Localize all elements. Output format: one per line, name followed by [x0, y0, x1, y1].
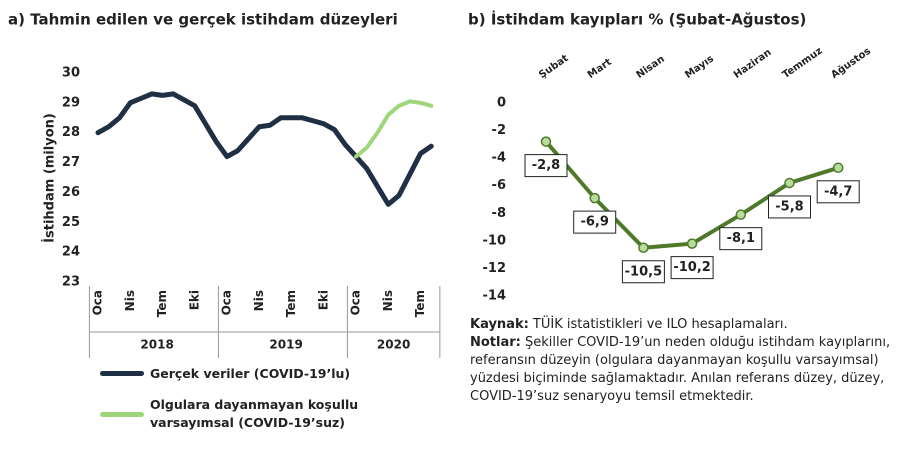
data-label: -8,1: [727, 231, 755, 246]
data-label: -10,5: [625, 264, 662, 279]
x-tick-label: Nis: [381, 290, 395, 311]
x-tick-label: Mart: [586, 57, 614, 81]
x-tick-label: Tem: [413, 290, 427, 317]
legend-swatch: [100, 371, 144, 376]
y-tick-label: 29: [62, 95, 80, 110]
source-label: Kaynak:: [470, 317, 529, 332]
x-tick-label: Oca: [220, 290, 234, 315]
label-box: [621, 260, 665, 284]
x-tick-label: Oca: [349, 290, 363, 315]
x-tick-label: Nis: [123, 290, 137, 311]
data-label: -4,7: [824, 184, 852, 199]
legend-label: Olgulara dayanmayan koşullu varsayımsal …: [150, 397, 359, 430]
notes-text: Şekiller COVID-19’un neden olduğu istihd…: [470, 335, 891, 404]
x-tick-label: Temmuz: [781, 45, 825, 81]
series-line: [95, 91, 434, 207]
data-label: -5,8: [775, 199, 803, 214]
source-text: TÜİK istatistikleri ve ILO hesaplamaları…: [528, 317, 788, 332]
y-tick-label: 30: [62, 66, 80, 81]
point: [832, 162, 844, 174]
point: [589, 192, 600, 204]
data-label: -2,8: [532, 158, 560, 173]
series-line: [354, 99, 434, 159]
y-tick-label: 25: [62, 215, 80, 230]
chart-title: b) İstihdam kayıpları % (Şubat-Ağustos): [468, 10, 806, 29]
label-box: [768, 195, 811, 219]
notes: Kaynak: TÜİK istatistikleri ve ILO hesap…: [470, 316, 900, 406]
x-tick-label: Tem: [155, 290, 169, 317]
year-label: 2018: [140, 338, 173, 352]
legend-item: Gerçek veriler (COVID-19’lu): [100, 366, 350, 381]
label-box: [573, 210, 617, 234]
legend-label: Gerçek veriler (COVID-19’lu): [150, 366, 351, 381]
x-tick-label: Nisan: [635, 54, 667, 81]
label-box: [524, 154, 568, 178]
point: [540, 136, 552, 147]
x-tick-label: Şubat: [537, 53, 571, 81]
y-tick-label: -10: [483, 233, 507, 248]
y-tick-label: -2: [492, 123, 506, 138]
chart-title: a) Tahmin edilen ve gerçek istihdam düze…: [8, 11, 398, 29]
y-tick-label: 27: [62, 155, 80, 170]
x-tick-label: Haziran: [732, 47, 774, 81]
x-tick-label: Mayıs: [683, 53, 716, 81]
year-label: 2020: [377, 338, 410, 352]
label-box: [816, 180, 860, 204]
y-tick-label: -8: [492, 206, 506, 221]
y-axis-label: İstihdam (milyon): [42, 113, 58, 243]
y-tick-label: -4: [492, 151, 506, 166]
point: [686, 238, 698, 249]
data-label: -6,9: [580, 215, 608, 230]
y-tick-label: 26: [62, 185, 80, 200]
point: [638, 242, 649, 253]
data-label: -10,2: [673, 260, 710, 275]
point: [735, 209, 747, 220]
x-tick-label: Eki: [187, 290, 201, 310]
legend-swatch: [100, 411, 144, 417]
year-label: 2019: [269, 338, 302, 352]
y-tick-label: -14: [483, 289, 507, 304]
x-tick-label: Tem: [284, 290, 298, 317]
y-tick-label: 0: [497, 96, 506, 111]
label-box: [670, 256, 714, 280]
x-tick-label: Oca: [91, 290, 105, 315]
y-tick-label: 23: [62, 275, 80, 290]
y-tick-label: 28: [62, 125, 80, 140]
x-tick-label: Nis: [252, 290, 266, 311]
label-box: [719, 227, 763, 251]
point: [784, 177, 795, 189]
notes-label: Notlar:: [470, 335, 521, 350]
y-tick-label: -6: [492, 178, 506, 193]
y-tick-label: -12: [483, 261, 507, 276]
y-tick-label: 24: [62, 245, 80, 260]
legend-item: Olgulara dayanmayan koşullu varsayımsal …: [100, 396, 400, 432]
x-tick-label: Ağustos: [829, 45, 873, 81]
x-tick-label: Eki: [316, 290, 330, 310]
